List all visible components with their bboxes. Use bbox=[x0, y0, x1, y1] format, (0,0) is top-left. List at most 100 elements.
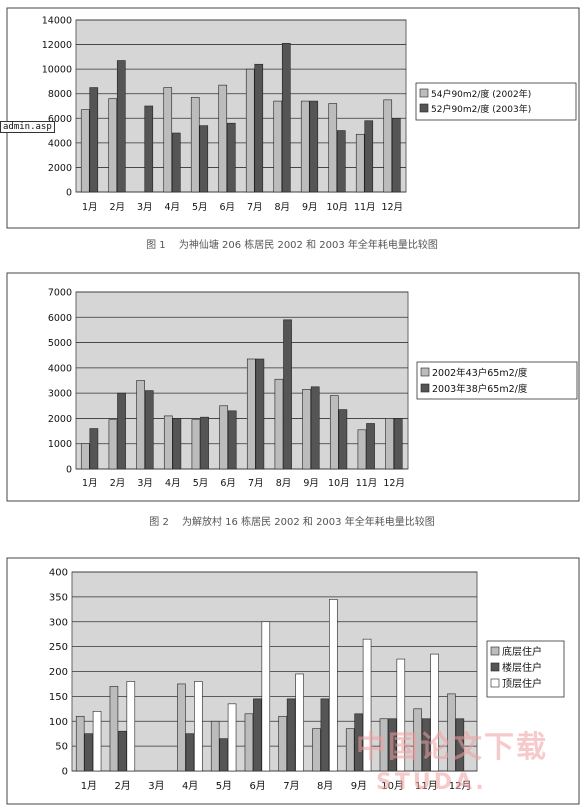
x-tick-label: 1月 bbox=[81, 780, 97, 792]
legend-label: 2002年43户65m2/度 bbox=[432, 367, 528, 379]
x-tick-label: 10月 bbox=[328, 478, 350, 489]
bar bbox=[329, 395, 339, 470]
bar bbox=[396, 658, 406, 772]
bar bbox=[253, 698, 262, 772]
x-tick-label: 1月 bbox=[82, 202, 98, 213]
legend-label: 2003年38户65m2/度 bbox=[432, 383, 528, 395]
legend-swatch bbox=[419, 103, 429, 113]
bar bbox=[191, 419, 201, 470]
x-tick-label: 8月 bbox=[317, 780, 333, 792]
chart-3-svg: 0 50 100 150 200 250 300 350 400 1月 2月 3月 4月 5月 6月 7月 8月… bbox=[6, 557, 580, 805]
bar bbox=[413, 708, 422, 772]
bar bbox=[366, 423, 375, 470]
chart-1: 0 2000 4000 6000 8000 10000 12000 14000 1月 2月 3月 4月… bbox=[0, 0, 584, 232]
legend-swatch bbox=[420, 367, 430, 377]
bar bbox=[312, 728, 321, 772]
bar bbox=[345, 728, 355, 772]
bar bbox=[75, 715, 85, 772]
legend-swatch bbox=[490, 678, 500, 688]
x-tick-label: 7月 bbox=[247, 202, 263, 213]
x-tick-label: 11月 bbox=[356, 478, 378, 489]
x-tick-label: 6月 bbox=[249, 780, 265, 792]
x-tick-label: 2月 bbox=[110, 478, 126, 489]
bar bbox=[89, 87, 99, 193]
y-tick-label: 7000 bbox=[48, 288, 72, 299]
bar bbox=[144, 390, 154, 470]
y-tick-label: 0 bbox=[66, 465, 72, 476]
bar bbox=[328, 103, 338, 193]
x-tick-label: 9月 bbox=[303, 478, 319, 489]
y-tick-label: 200 bbox=[49, 667, 68, 678]
legend-swatch bbox=[490, 662, 500, 672]
y-tick-label: 6000 bbox=[48, 114, 72, 125]
bar bbox=[108, 98, 118, 193]
legend-swatch bbox=[420, 383, 430, 393]
legend-label: 54户90m2/度 (2002年) bbox=[431, 88, 531, 100]
x-tick-label: 4月 bbox=[165, 478, 181, 489]
x-tick-label: 3月 bbox=[148, 780, 164, 792]
x-tick-label: 7月 bbox=[248, 478, 264, 489]
bar bbox=[144, 105, 154, 193]
x-tick-label: 8月 bbox=[276, 478, 292, 489]
y-tick-label: 1000 bbox=[48, 439, 72, 450]
bar bbox=[218, 84, 228, 193]
bar bbox=[244, 713, 254, 772]
chart-1-svg: 0 2000 4000 6000 8000 10000 12000 14000 1月 2月 3月 4月… bbox=[6, 7, 580, 229]
chart-1-caption: 图 1 为神仙塘 206 栋居民 2002 和 2003 年全年耗电量比较图 bbox=[146, 240, 438, 251]
bar bbox=[80, 443, 90, 470]
legend-swatch bbox=[490, 646, 500, 656]
y-tick-label: 12000 bbox=[42, 40, 72, 51]
y-tick-label: 5000 bbox=[48, 338, 72, 349]
y-tick-label: 3000 bbox=[48, 389, 72, 400]
chart-2-caption: 图 2 为解放村 16 栋居民 2002 和 2003 年全年耗电量比较图 bbox=[149, 517, 435, 528]
bar bbox=[172, 418, 182, 470]
y-tick-label: 2000 bbox=[48, 163, 72, 174]
x-tick-label: 5月 bbox=[193, 478, 209, 489]
legend-label: 底层住户 bbox=[502, 645, 542, 658]
y-tick-label: 0 bbox=[62, 767, 68, 778]
x-tick-label: 9月 bbox=[302, 202, 318, 213]
legend-label: 顶层住户 bbox=[502, 677, 542, 690]
y-tick-label: 300 bbox=[49, 617, 68, 628]
bar bbox=[171, 132, 181, 193]
watermark-en: STUDA. bbox=[376, 770, 487, 795]
x-tick-label: 12月 bbox=[449, 780, 472, 792]
bar bbox=[447, 693, 456, 772]
bar bbox=[163, 87, 173, 193]
bar bbox=[177, 683, 186, 772]
bar bbox=[219, 405, 228, 470]
x-tick-label: 12月 bbox=[381, 202, 403, 213]
y-tick-label: 150 bbox=[49, 692, 68, 703]
bar bbox=[117, 392, 126, 470]
y-tick-label: 14000 bbox=[42, 16, 72, 27]
bar bbox=[391, 117, 401, 193]
bar bbox=[320, 698, 330, 772]
x-tick-label: 9月 bbox=[351, 780, 367, 792]
bar bbox=[255, 358, 265, 470]
bar bbox=[80, 109, 90, 193]
x-tick-label: 6月 bbox=[219, 202, 235, 213]
bar bbox=[309, 100, 319, 193]
bar bbox=[200, 416, 209, 470]
bar bbox=[362, 638, 372, 772]
bar bbox=[283, 319, 292, 470]
chart-3: 0 50 100 150 200 250 300 350 400 1月 2月 3月 4月 5月 6月 7月 8月… bbox=[0, 557, 584, 810]
x-tick-label: 2月 bbox=[109, 202, 125, 213]
x-tick-label: 6月 bbox=[220, 478, 236, 489]
bar bbox=[302, 389, 311, 470]
bar bbox=[388, 718, 397, 772]
bar bbox=[163, 415, 173, 470]
bar bbox=[300, 100, 310, 193]
bar bbox=[379, 718, 389, 772]
y-tick-label: 4000 bbox=[48, 138, 72, 149]
x-tick-label: 3月 bbox=[137, 202, 153, 213]
x-tick-label: 7月 bbox=[283, 780, 299, 792]
x-tick-label: 4月 bbox=[182, 780, 198, 792]
x-tick-label: 10月 bbox=[326, 202, 348, 213]
bar bbox=[338, 409, 348, 470]
legend-label: 52户90m2/度 (2003年) bbox=[431, 103, 531, 115]
bar bbox=[136, 380, 145, 470]
bar bbox=[92, 711, 102, 772]
admin-stamp-label: admin.asp bbox=[0, 121, 55, 133]
bar bbox=[354, 713, 363, 772]
